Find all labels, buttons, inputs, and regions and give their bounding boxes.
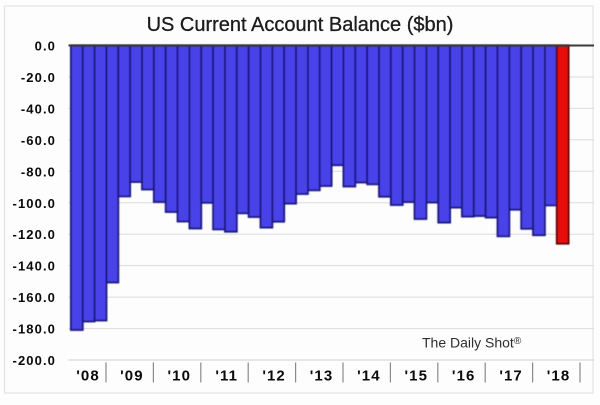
svg-text:-100.0: -100.0 (13, 196, 56, 211)
svg-text:'16: '16 (452, 368, 476, 385)
svg-text:-60.0: -60.0 (21, 133, 56, 148)
svg-text:-200.0: -200.0 (13, 353, 56, 368)
svg-text:'14: '14 (357, 368, 381, 385)
svg-text:'17: '17 (499, 368, 523, 385)
svg-text:'08: '08 (76, 368, 100, 385)
svg-text:'11: '11 (215, 368, 238, 385)
svg-text:US Current Account Balance ($b: US Current Account Balance ($bn) (147, 14, 454, 36)
svg-text:-140.0: -140.0 (13, 259, 56, 274)
svg-text:The Daily Shot®: The Daily Shot® (422, 335, 522, 351)
svg-text:'15: '15 (405, 368, 429, 385)
svg-text:-80.0: -80.0 (21, 164, 56, 179)
svg-text:0.0: 0.0 (35, 39, 56, 54)
svg-text:'18: '18 (547, 368, 571, 385)
svg-text:-40.0: -40.0 (21, 101, 56, 116)
svg-text:'13: '13 (310, 368, 334, 385)
svg-text:'09: '09 (120, 368, 144, 385)
svg-text:-120.0: -120.0 (13, 227, 56, 242)
svg-text:-160.0: -160.0 (13, 290, 56, 305)
svg-text:-20.0: -20.0 (21, 70, 56, 85)
svg-text:-180.0: -180.0 (13, 322, 56, 337)
svg-text:'10: '10 (168, 368, 192, 385)
svg-text:'12: '12 (262, 368, 286, 385)
